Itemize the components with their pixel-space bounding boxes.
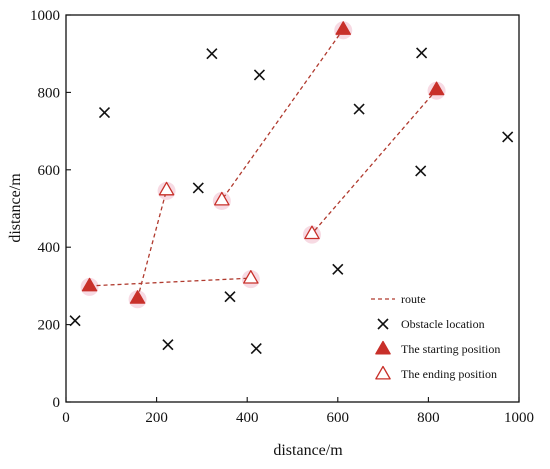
start-point xyxy=(129,290,146,304)
obstacle-point xyxy=(253,69,265,81)
obstacle-point xyxy=(415,165,427,177)
y-tick-label: 0 xyxy=(53,395,61,411)
x-stroke xyxy=(353,103,365,115)
start-point xyxy=(81,277,98,292)
x-tick-label: 0 xyxy=(62,410,70,426)
marker-halos xyxy=(80,21,446,309)
end-point xyxy=(304,225,320,240)
x-stroke xyxy=(206,48,218,60)
obstacle-point xyxy=(416,47,428,59)
obstacle-point xyxy=(206,48,218,60)
legend-obstacle-swatch xyxy=(377,318,389,330)
plot-frame xyxy=(65,14,520,403)
obstacle-point xyxy=(502,131,514,143)
legend-label: The starting position xyxy=(401,342,500,356)
obstacle-point xyxy=(192,182,204,194)
x-tick-label: 400 xyxy=(236,410,259,426)
obstacle-point xyxy=(98,106,111,119)
x-stroke xyxy=(415,165,427,177)
route-line xyxy=(221,28,344,201)
data-markers xyxy=(69,21,514,355)
obstacle-point xyxy=(332,263,344,275)
x-tick-label: 200 xyxy=(145,410,168,426)
x-stroke xyxy=(224,291,236,303)
route-lines xyxy=(89,28,438,299)
x-stroke xyxy=(332,263,344,275)
start-point xyxy=(428,81,445,96)
y-tick-label: 800 xyxy=(38,85,61,101)
x-stroke xyxy=(253,69,265,81)
x-stroke xyxy=(377,318,389,330)
obstacle-point xyxy=(353,103,365,115)
legend-label: Obstacle location xyxy=(401,317,485,331)
y-tick-label: 400 xyxy=(38,240,61,256)
route-line xyxy=(136,189,168,299)
legend-label: route xyxy=(401,292,426,306)
x-axis-ticks: 0 200 400 600 800 1000 xyxy=(62,397,534,426)
obstacle-point xyxy=(250,343,262,355)
x-stroke xyxy=(98,106,111,119)
route-line xyxy=(89,277,251,287)
x-stroke xyxy=(192,182,204,194)
x-tick-label: 600 xyxy=(327,410,350,426)
legend-label: The ending position xyxy=(401,367,497,381)
obstacle-point xyxy=(69,315,81,327)
end-point xyxy=(243,270,259,284)
legend-end-swatch xyxy=(375,365,391,380)
legend-start-swatch xyxy=(375,340,391,355)
legend: route Obstacle location The starting posit… xyxy=(371,292,500,381)
x-tick-label: 1000 xyxy=(504,410,534,426)
x-stroke xyxy=(69,315,81,327)
end-point xyxy=(214,191,230,206)
obstacle-point xyxy=(162,339,174,351)
x-stroke xyxy=(250,343,262,355)
x-tick-label: 800 xyxy=(417,410,440,426)
y-axis-label: distance/m xyxy=(7,173,24,243)
x-stroke xyxy=(162,339,174,351)
y-tick-label: 600 xyxy=(38,163,61,179)
x-stroke xyxy=(502,131,514,143)
x-stroke xyxy=(416,47,428,59)
route-line xyxy=(311,89,438,235)
start-point xyxy=(335,21,352,35)
y-tick-label: 1000 xyxy=(30,8,60,24)
y-axis-ticks: 0 200 400 600 800 1000 xyxy=(30,8,71,411)
obstacle-point xyxy=(224,291,236,303)
end-point xyxy=(158,181,175,196)
x-axis-label: distance/m xyxy=(273,442,343,459)
y-tick-label: 200 xyxy=(38,318,61,334)
